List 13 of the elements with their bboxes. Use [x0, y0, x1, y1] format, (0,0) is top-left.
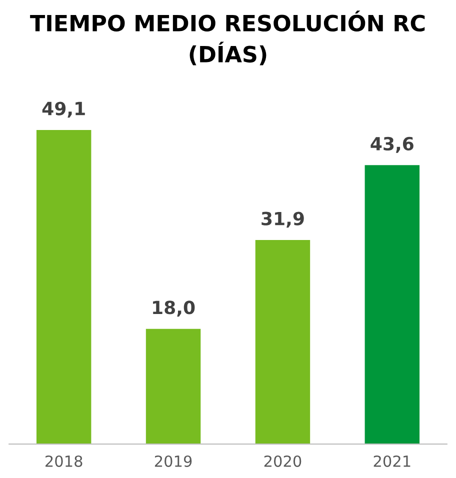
x-tick-label: 2020 [264, 455, 302, 467]
bar [364, 165, 420, 444]
bar [146, 328, 201, 444]
bar [255, 240, 310, 444]
data-label: 49,1 [42, 102, 85, 118]
data-label: 31,9 [262, 212, 304, 228]
x-tick-label: 2018 [46, 455, 82, 467]
bar [36, 130, 92, 444]
x-tick-label: 2021 [374, 455, 410, 467]
data-label: 43,6 [370, 136, 414, 153]
data-label: 18,0 [153, 300, 195, 317]
chart-title: TIEMPO MEDIO RESOLUCIÓN RC (DÍAS) [30, 10, 425, 66]
x-tick-label: 2019 [154, 455, 192, 467]
